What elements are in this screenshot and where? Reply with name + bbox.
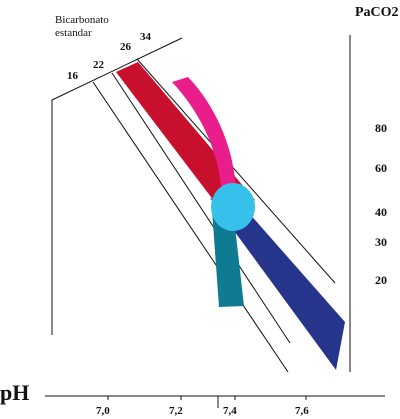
ph-tick-7-0: 7,0: [96, 405, 110, 417]
blue-band: [210, 198, 345, 370]
bicarbonate-line-22: [111, 72, 291, 344]
red-band: [116, 62, 255, 222]
ph-tick-7-2: 7,2: [169, 405, 183, 417]
ph-title: pH: [0, 380, 29, 405]
ph-tick-7-6: 7,6: [295, 405, 309, 417]
paco2-tick-40: 40: [375, 205, 387, 219]
ph-tick-7-4: 7,4: [223, 405, 237, 417]
magenta-band: [172, 77, 236, 197]
paco2-tick-20: 20: [375, 273, 387, 287]
teal-band: [212, 200, 244, 307]
bicarbonate-tick-16: 16: [67, 70, 79, 82]
paco2-tick-80: 80: [375, 121, 387, 135]
paco2-tick-60: 60: [375, 161, 387, 175]
bicarbonate-line-34: [136, 58, 336, 284]
bicarbonate-tick-26: 26: [120, 41, 132, 53]
cyan-ellipse: [211, 183, 255, 231]
paco2-tick-30: 30: [375, 235, 387, 249]
bicarbonate-title-line2: estandar: [55, 27, 92, 39]
bicarbonate-tick-22: 22: [93, 59, 105, 71]
bicarbonate-title-line1: Bicarbonato: [55, 14, 109, 26]
bicarbonate-line-16: [92, 81, 289, 373]
paco2-title: PaCO2: [355, 5, 399, 20]
bicarbonate-axis: [51, 37, 183, 101]
bicarbonate-tick-34: 34: [140, 31, 152, 43]
